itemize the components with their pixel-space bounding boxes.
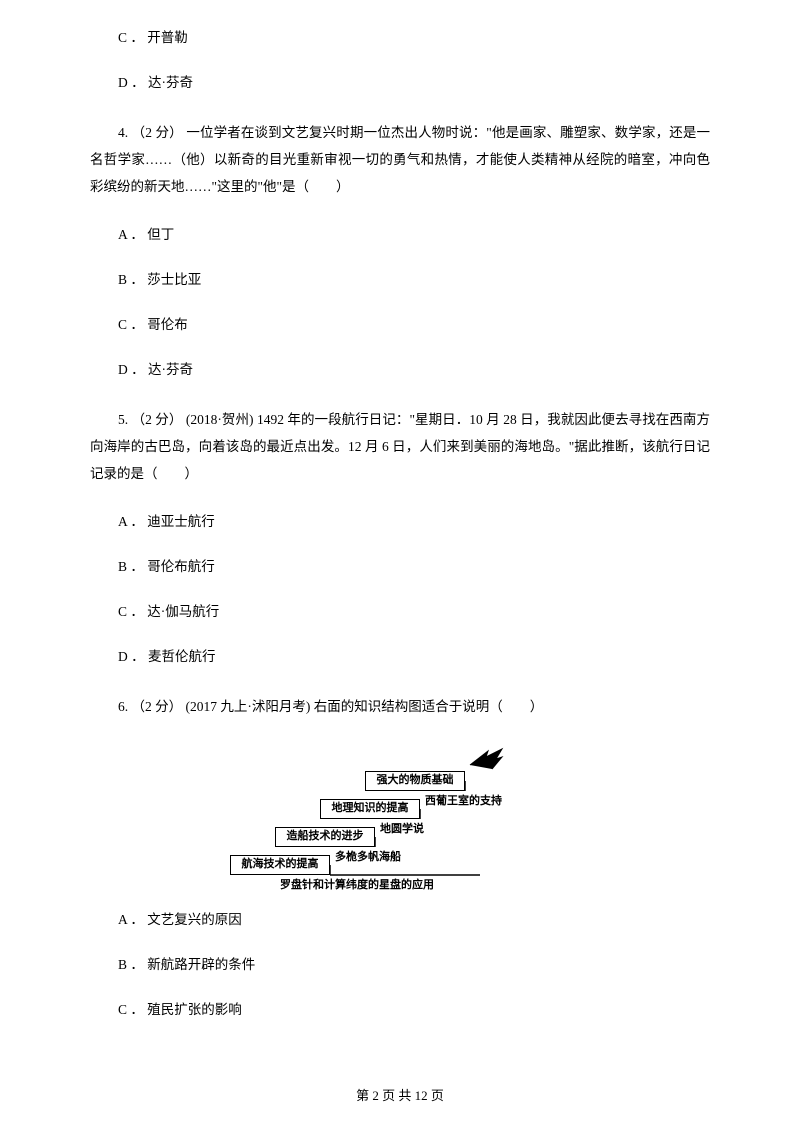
q6-option-a: A ． 文艺复兴的原因 [90,910,710,930]
diagram-step-2: 造船技术的进步 [275,827,375,847]
diagram-label-1: 罗盘针和计算纬度的星盘的应用 [280,877,434,894]
stair-diagram: 航海技术的提高 造船技术的进步 地理知识的提高 强大的物质基础 罗盘针和计算纬度… [230,745,530,890]
q4-option-a: A ． 但丁 [90,225,710,245]
q4-option-b: B ． 莎士比亚 [90,270,710,290]
q5-option-b: B ． 哥伦布航行 [90,557,710,577]
q4-option-c: C ． 哥伦布 [90,315,710,335]
page-content: C ． 开普勒 D ． 达·芬奇 4. （2 分） 一位学者在谈到文艺复兴时期一… [0,0,800,1020]
diagram-label-4: 西葡王室的支持 [425,793,502,810]
q5-option-a: A ． 迪亚士航行 [90,512,710,532]
diagram-step-4: 强大的物质基础 [365,771,465,791]
diagram-step-3: 地理知识的提高 [320,799,420,819]
diagram-label-3: 地圆学说 [380,821,424,838]
q5-option-d: D ． 麦哲伦航行 [90,647,710,667]
question-4: 4. （2 分） 一位学者在谈到文艺复兴时期一位杰出人物时说："他是画家、雕塑家… [90,119,710,200]
q6-option-b: B ． 新航路开辟的条件 [90,955,710,975]
q6-option-c: C ． 殖民扩张的影响 [90,1000,710,1020]
option-d-top: D ． 达·芬奇 [90,73,710,93]
diagram-step-1: 航海技术的提高 [230,855,330,875]
option-c-top: C ． 开普勒 [90,28,710,48]
q5-option-c: C ． 达·伽马航行 [90,602,710,622]
diagram-label-2: 多桅多帆海船 [335,849,401,866]
question-5: 5. （2 分） (2018·贺州) 1492 年的一段航行日记："星期日．10… [90,406,710,487]
question-6: 6. （2 分） (2017 九上·沭阳月考) 右面的知识结构图适合于说明（ ） [90,693,710,720]
q4-option-d: D ． 达·芬奇 [90,360,710,380]
page-footer: 第 2 页 共 12 页 [0,1085,800,1104]
